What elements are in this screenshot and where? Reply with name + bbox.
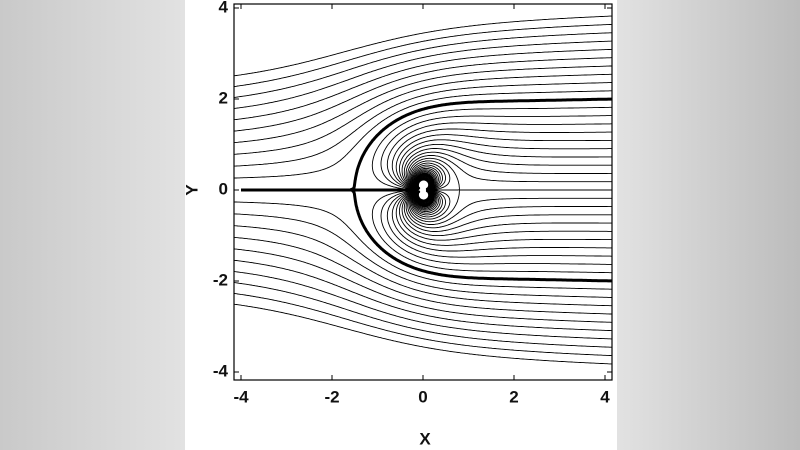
- streamline: [391, 128, 612, 210]
- streamline: [234, 177, 612, 323]
- streamline: [234, 178, 612, 340]
- y-tick-label: 0: [219, 179, 228, 198]
- streamline: [234, 175, 612, 290]
- x-tick-label: 4: [600, 387, 610, 406]
- streamline: [234, 176, 612, 307]
- panel: [185, 0, 617, 450]
- streamline: [405, 162, 612, 229]
- streamline: [234, 175, 612, 298]
- x-axis-label: X: [419, 429, 431, 448]
- plot-area: [234, 15, 612, 365]
- x-tick-label: -2: [324, 387, 339, 406]
- streamline: [234, 73, 612, 204]
- streamline: [234, 90, 612, 205]
- background-right: [617, 0, 800, 450]
- streamline: [403, 148, 612, 216]
- streamline: [386, 122, 612, 209]
- streamline: [234, 15, 612, 201]
- streamline: [234, 82, 612, 205]
- streamline: [408, 157, 612, 223]
- streamline: [391, 170, 612, 252]
- x-tick-label: -4: [233, 387, 249, 406]
- background-left: [0, 0, 185, 450]
- streamline: [403, 164, 612, 232]
- streamline: [395, 169, 612, 246]
- x-tick-label: 0: [418, 387, 427, 406]
- y-tick-label: -4: [213, 361, 229, 380]
- streamline: [234, 177, 612, 332]
- streamline: [234, 178, 612, 348]
- y-tick-label: 4: [219, 0, 229, 16]
- x-tick-label: 2: [509, 387, 518, 406]
- y-tick-label: -2: [213, 270, 228, 289]
- y-tick-label: 2: [219, 88, 228, 107]
- streamline: [234, 179, 612, 365]
- streamline: [234, 176, 612, 315]
- y-axis-label: Y: [182, 184, 201, 196]
